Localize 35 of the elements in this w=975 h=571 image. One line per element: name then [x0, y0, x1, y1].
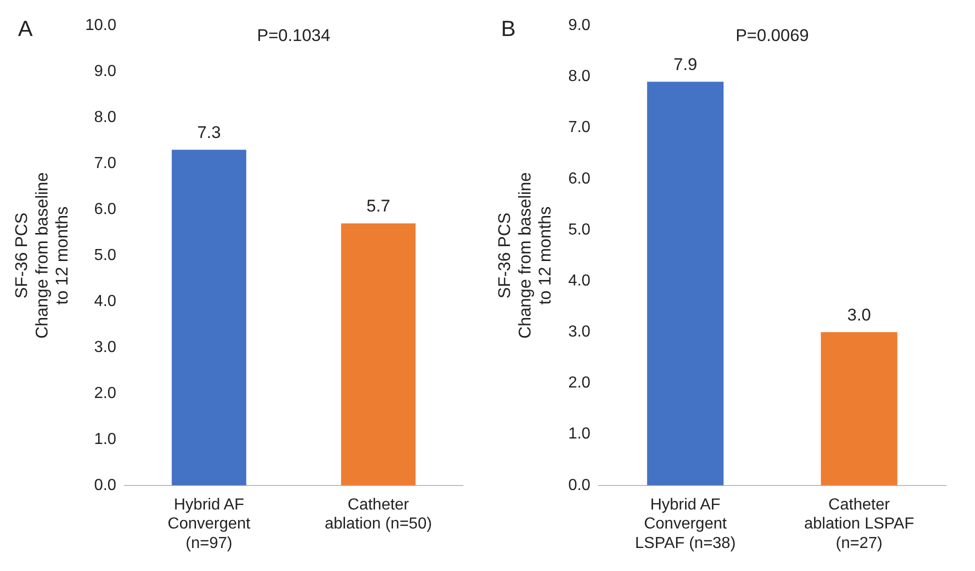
y-tick-label: 1.0 [568, 426, 591, 443]
y-axis-title: SF-36 PCS Change from baseline to 12 months [12, 172, 72, 339]
data-label: 7.9 [674, 54, 698, 74]
data-label: 7.3 [197, 122, 221, 142]
chart-title: A [18, 16, 33, 42]
x-tick-label: Hybrid AF Convergent LSPAF (n=38) [635, 496, 736, 552]
y-tick-label: 9.0 [94, 62, 116, 80]
y-tick-label: 9.0 [568, 17, 591, 34]
y-tick-label: 10.0 [85, 17, 116, 34]
y-tick-label: 6.0 [568, 170, 591, 188]
y-tick-label: 3.0 [94, 338, 116, 356]
y-tick-label: 7.0 [568, 119, 591, 136]
y-tick-label: 0.0 [94, 476, 116, 494]
y-tick-label: 5.0 [94, 246, 116, 264]
y-tick-label: 8.0 [94, 108, 116, 126]
y-axis-title: SF-36 PCS Change from baseline to 12 months [494, 172, 555, 339]
y-tick-label: 2.0 [568, 374, 591, 392]
y-tick-label: 4.0 [94, 292, 116, 310]
y-tick-label: 7.0 [94, 154, 116, 172]
chart-title: B [501, 16, 516, 42]
x-tick-label: Catheter ablation (n=50) [324, 496, 432, 533]
y-tick-label: 1.0 [94, 430, 116, 448]
y-tick-label: 3.0 [568, 324, 591, 341]
data-label: 3.0 [847, 305, 871, 324]
y-tick-label: 0.0 [568, 476, 591, 494]
y-tick-label: 5.0 [568, 221, 591, 238]
x-tick-label: Catheter ablation LSPAF (n=27) [804, 496, 914, 552]
y-tick-label: 2.0 [94, 384, 116, 402]
y-tick-label: 6.0 [94, 200, 116, 218]
x-tick-label: Hybrid AF Convergent (n=97) [168, 496, 251, 552]
annotation: P=0.0069 [736, 26, 809, 45]
data-label: 5.7 [366, 196, 390, 216]
annotation: P=0.1034 [257, 26, 330, 45]
y-tick-label: 4.0 [568, 272, 591, 290]
y-tick-label: 8.0 [568, 68, 591, 86]
